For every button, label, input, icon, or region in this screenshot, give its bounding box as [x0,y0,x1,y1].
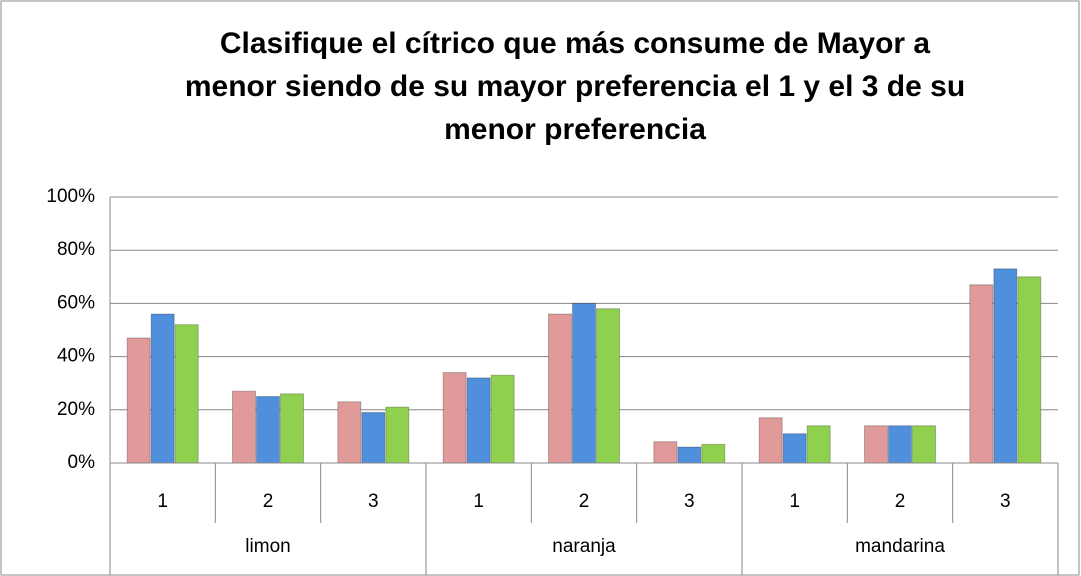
bar [653,441,678,464]
bar [864,425,888,464]
x-tick-label: 3 [1000,491,1011,512]
y-tick-label: 100% [46,186,95,207]
group-label: naranja [552,536,616,557]
group-label: limon [245,536,290,557]
bar [758,417,783,464]
bar [361,411,386,464]
bar [969,284,994,464]
chart-title: menor siendo de su mayor preferencia el … [185,70,965,103]
y-tick-label: 0% [68,452,96,473]
bar [337,401,362,464]
x-tick-label: 1 [473,491,484,512]
bar [256,396,280,464]
bar [466,377,491,464]
x-tick-label: 3 [368,491,379,512]
bar [806,425,831,464]
x-tick-label: 1 [789,491,800,512]
chart-title: menor preferencia [444,113,706,146]
y-tick-label: 40% [57,346,95,367]
x-tick-label: 1 [157,491,168,512]
bar [1017,276,1042,464]
bar [490,374,515,464]
y-tick-label: 20% [57,399,95,420]
x-tick-label: 3 [684,491,695,512]
bar [442,372,467,464]
bar [782,433,807,464]
bar [701,443,726,464]
x-tick-label: 2 [263,491,274,512]
bar [993,268,1018,464]
group-label: mandarina [855,536,945,557]
bar [150,313,175,464]
bar [548,313,572,464]
x-tick-label: 2 [895,491,906,512]
chart-title: Clasifique el cítrico que más consume de… [220,27,931,60]
bar [888,425,912,464]
bar [912,425,936,464]
bar [572,302,596,464]
y-tick-label: 60% [57,292,95,313]
bar [280,393,304,464]
bar [596,308,620,464]
y-tick-label: 80% [57,239,95,260]
bar [174,324,199,464]
bar [385,406,410,464]
x-tick-label: 2 [579,491,590,512]
bar [232,390,256,464]
bar [126,337,151,464]
bar [677,446,702,464]
